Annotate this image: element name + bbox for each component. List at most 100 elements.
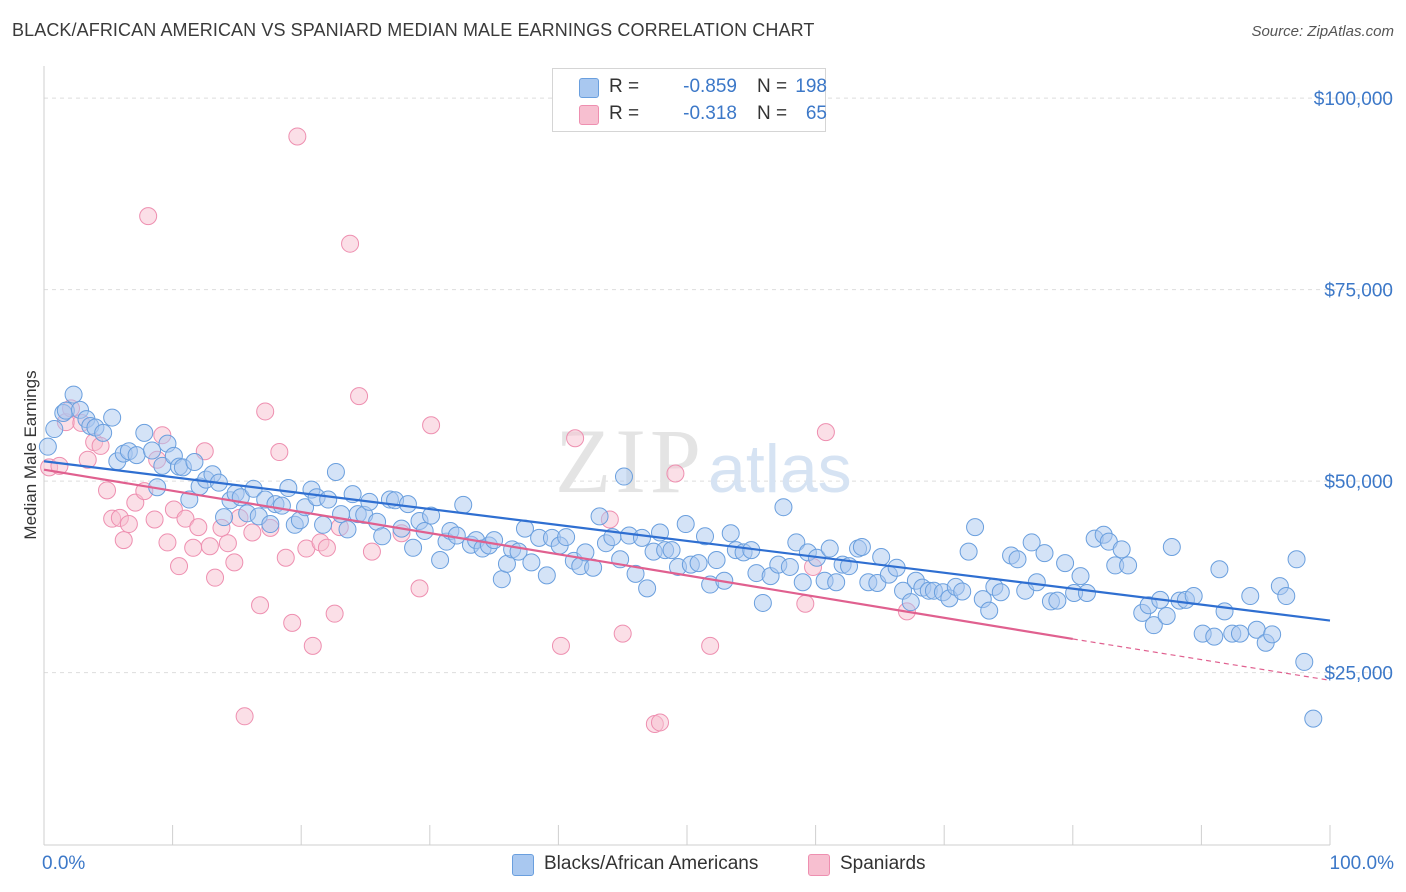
y-tick-label: $100,000: [1314, 89, 1393, 110]
blacks-point: [1205, 627, 1224, 646]
blacks-point: [64, 385, 83, 404]
bottom-legend-swatch-pink: [808, 854, 830, 876]
spaniards-point: [276, 548, 295, 567]
blacks-point: [774, 498, 793, 517]
spaniards-point: [251, 596, 270, 615]
legend-swatch-blue: [579, 78, 599, 98]
blacks-point: [590, 507, 609, 526]
blacks-point: [626, 564, 645, 583]
chart-title: BLACK/AFRICAN AMERICAN VS SPANIARD MEDIA…: [12, 20, 815, 40]
blacks-point: [454, 495, 473, 514]
legend-n-value: 65: [805, 103, 827, 124]
blacks-point: [45, 420, 64, 439]
blacks-point: [38, 437, 57, 456]
blacks-point: [373, 527, 392, 546]
spaniards-trend-extension: [1072, 638, 1331, 681]
axes: [43, 66, 1331, 846]
blacks-point: [780, 557, 799, 576]
legend-n-value: 198: [795, 76, 827, 97]
spaniards-point: [551, 636, 570, 655]
blacks-point: [1295, 652, 1314, 671]
blacks-point: [787, 533, 806, 552]
blacks-point: [696, 527, 715, 546]
blacks-point: [953, 582, 972, 601]
spaniards-point: [170, 557, 189, 576]
y-tick-label: $75,000: [1324, 281, 1393, 302]
spaniards-point: [225, 553, 244, 572]
spaniards-point: [410, 579, 429, 598]
bottom-legend-label: Spaniards: [840, 853, 926, 874]
blacks-point: [94, 423, 113, 442]
trend-lines: [43, 460, 1331, 681]
spaniards-point: [325, 604, 344, 623]
bottom-legend-label: Blacks/African Americans: [544, 853, 759, 874]
blacks-point: [537, 566, 556, 585]
spaniards-point: [701, 636, 720, 655]
legend-r-label: R =: [609, 103, 640, 124]
blacks-point: [991, 583, 1010, 602]
blacks-point: [1112, 540, 1131, 559]
blacks-trend-line: [43, 460, 1331, 622]
blacks-point: [326, 462, 345, 481]
blacks-point: [852, 538, 871, 557]
blacks-point: [1162, 538, 1181, 557]
spaniards-point: [422, 416, 441, 435]
x-tick-label: 0.0%: [42, 853, 85, 874]
series-spaniards-points: [40, 127, 916, 733]
blacks-point: [522, 553, 541, 572]
spaniards-point: [341, 234, 360, 253]
legend-r-label: R =: [609, 76, 640, 97]
blacks-point: [557, 528, 576, 547]
blacks-point: [261, 515, 280, 534]
blacks-point: [827, 573, 846, 592]
spaniards-point: [650, 713, 669, 732]
spaniards-point: [158, 533, 177, 552]
blacks-point: [676, 515, 695, 534]
blacks-point: [215, 508, 234, 527]
spaniards-point: [362, 542, 381, 561]
watermark-zip: ZIP: [555, 410, 705, 512]
blacks-point: [901, 593, 920, 612]
blacks-point: [614, 467, 633, 486]
blacks-point: [1241, 587, 1260, 606]
blacks-point: [576, 543, 595, 562]
blacks-point: [1277, 587, 1296, 606]
blacks-point: [485, 531, 504, 550]
spaniards-point: [816, 423, 835, 442]
blacks-point: [1071, 567, 1090, 586]
blacks-point: [1077, 583, 1096, 602]
blacks-point: [820, 539, 839, 558]
blacks-point: [319, 490, 338, 509]
gridlines: [44, 97, 1392, 674]
y-tick-label: $25,000: [1324, 664, 1393, 685]
legend-n-label: N =: [757, 103, 788, 124]
spaniards-point: [243, 523, 262, 542]
y-axis-label: Median Male Earnings: [21, 370, 40, 539]
spaniards-point: [317, 538, 336, 557]
blacks-point: [272, 496, 291, 515]
spaniards-point: [184, 538, 203, 557]
blacks-point: [1263, 625, 1282, 644]
y-tick-label: $50,000: [1324, 472, 1393, 493]
blacks-point: [632, 528, 651, 547]
blacks-point: [662, 541, 681, 560]
blacks-point: [143, 441, 162, 460]
spaniards-point: [613, 624, 632, 643]
blacks-point: [1230, 624, 1249, 643]
spaniards-trend-line: [43, 468, 1073, 641]
spaniards-point: [189, 518, 208, 537]
blacks-point: [103, 408, 122, 427]
blacks-point: [431, 551, 450, 570]
blacks-point: [314, 515, 333, 534]
tick-labels: $25,000 $50,000 $75,000 $100,000 0.0% 100.0%: [42, 89, 1394, 874]
spaniards-point: [119, 515, 138, 534]
spaniards-point: [288, 127, 307, 146]
blacks-point: [1287, 550, 1306, 569]
spaniards-point: [235, 707, 254, 726]
blacks-point: [721, 524, 740, 543]
blacks-point: [1304, 709, 1323, 728]
blacks-point: [1056, 554, 1075, 573]
spaniards-point: [283, 613, 302, 632]
blacks-point: [404, 538, 423, 557]
